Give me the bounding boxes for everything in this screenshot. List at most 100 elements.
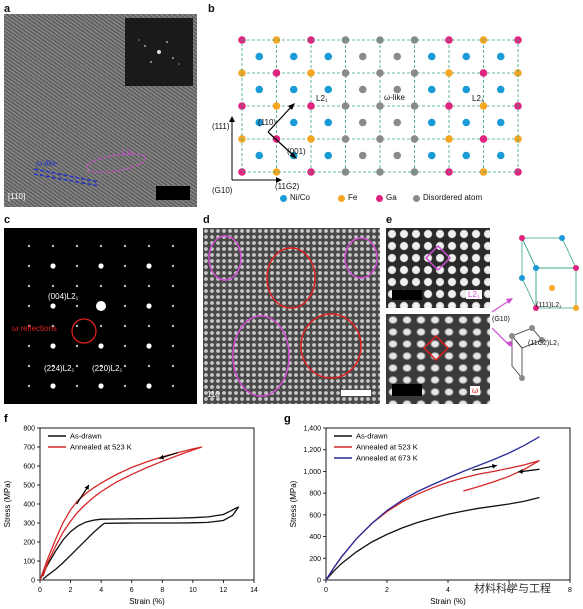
diffraction-spot (171, 244, 175, 248)
panel-b-dir-001: (001) (287, 147, 306, 156)
diffraction-spot (171, 264, 175, 268)
lattice-atom (445, 102, 453, 110)
y-tick-label: 600 (309, 512, 321, 519)
lattice-atom (289, 118, 298, 127)
lattice-atom (341, 102, 350, 110)
panel-a-omega-label: ω-like (36, 159, 57, 168)
lattice-atom (358, 52, 367, 61)
diffraction-spot (50, 383, 56, 389)
x-tick-label: 4 (99, 587, 103, 594)
lattice-atom (255, 85, 264, 94)
lattice-atom (307, 135, 315, 143)
legend-nico-icon (280, 195, 287, 202)
lattice-atom (358, 85, 367, 94)
lattice-atom (427, 85, 436, 94)
panel-b-dir-110: (110) (258, 118, 277, 127)
diffraction-spot (27, 384, 31, 388)
lattice-atom (358, 151, 367, 160)
lattice-atom (238, 168, 246, 176)
y-tick-label: 800 (309, 491, 321, 498)
y-tick-label: 600 (23, 464, 35, 471)
panel-e-letter: e (386, 214, 393, 226)
lattice-atom (307, 36, 315, 44)
y-tick-label: 300 (23, 521, 35, 528)
lattice-atom (307, 102, 315, 110)
arrow-head (518, 469, 523, 474)
arrow-head (84, 485, 89, 490)
panel-c-spot-220: (220)L2₁ (92, 364, 123, 373)
lattice-atom (393, 151, 402, 160)
lattice-atom (341, 69, 350, 77)
diffraction-spot (75, 244, 79, 248)
diffraction-spot (50, 263, 56, 269)
diffraction-spot (75, 344, 79, 348)
panel-d-letter: d (203, 214, 210, 226)
diffraction-spot (99, 324, 103, 328)
lattice-atom (410, 135, 419, 143)
panel-c-omega-reflections: ω reflections (12, 324, 57, 333)
arrow-head (492, 463, 497, 469)
panel-e-top-scale-bar (392, 290, 422, 300)
x-tick-label: 6 (507, 587, 511, 594)
diffraction-spot (99, 244, 103, 248)
panel-b-omega-like: ω-like (384, 93, 405, 102)
legend-entry: Annealed at 523 K (70, 443, 132, 452)
lattice-atom (255, 118, 264, 127)
diffraction-spot (50, 303, 56, 309)
x-tick-label: 10 (189, 587, 197, 594)
lattice-atom (496, 52, 505, 61)
diffraction-spot (123, 344, 127, 348)
x-tick-label: 14 (250, 587, 258, 594)
panel-e-plane-112: (11Ġ2)L2₁ (528, 340, 560, 347)
diffraction-spot (147, 364, 151, 368)
y-tick-label: 1,000 (303, 469, 321, 476)
panel-d-zone-label: 110 (207, 390, 220, 399)
panel-c-spot-224: (224)L2₁ (44, 364, 75, 373)
x-tick-label: 0 (324, 587, 328, 594)
diffraction-spot (147, 284, 151, 288)
diffraction-spot (27, 344, 31, 348)
watermark-text: 材料科学与工程 (474, 583, 551, 595)
y-tick-label: 400 (309, 534, 321, 541)
series-line (325, 496, 540, 581)
lattice-atom (341, 36, 350, 44)
diffraction-spot (98, 383, 104, 389)
y-tick-label: 700 (23, 445, 35, 452)
panel-c-diffraction-pattern: (004)L2₁ ω reflections (224)L2₁ (220)L2₁ (4, 228, 197, 404)
y-tick-label: 1,200 (303, 447, 321, 454)
panel-b-legend: Ni/Co Fe Ga Disordered atom (280, 193, 580, 205)
fft-spots-icon (138, 39, 180, 65)
lattice-atom (324, 118, 333, 127)
legend-fe-label: Fe (348, 193, 358, 202)
x-tick-label: 2 (385, 587, 389, 594)
diffraction-spot (75, 364, 79, 368)
lattice-atom (445, 69, 453, 77)
diffraction-spot (123, 244, 127, 248)
panel-e-plane-111: (111)L2₁ (536, 302, 562, 309)
panel-d-scale-bar (341, 390, 371, 396)
y-tick-label: 400 (23, 502, 35, 509)
lattice-atom (289, 85, 298, 94)
lattice-atom (272, 168, 281, 176)
diffraction-spot (51, 244, 55, 248)
lattice-atom (376, 102, 384, 110)
arrow-head (159, 454, 165, 460)
panel-e-bottom-scale-bar (392, 384, 422, 396)
legend-entry: Annealed at 673 K (356, 454, 418, 463)
panel-a-hrtem-image: ω-like L2₁ [110] (4, 14, 197, 207)
lattice-atom (427, 52, 436, 61)
diffraction-spot (171, 304, 175, 308)
diffraction-spot (171, 384, 175, 388)
panel-a-fft-inset (125, 18, 193, 86)
lattice-atom (445, 135, 453, 143)
diffraction-spot (147, 244, 151, 248)
diffraction-spot (75, 384, 79, 388)
diffraction-spot (171, 344, 175, 348)
diffraction-spot (50, 343, 56, 349)
lattice-atom (307, 69, 315, 77)
diffraction-spot (75, 324, 79, 328)
panel-g-letter: g (284, 413, 291, 425)
panel-b-dir-111: (111) (212, 122, 230, 131)
y-tick-label: 500 (23, 483, 35, 490)
lattice-atom (358, 118, 367, 127)
